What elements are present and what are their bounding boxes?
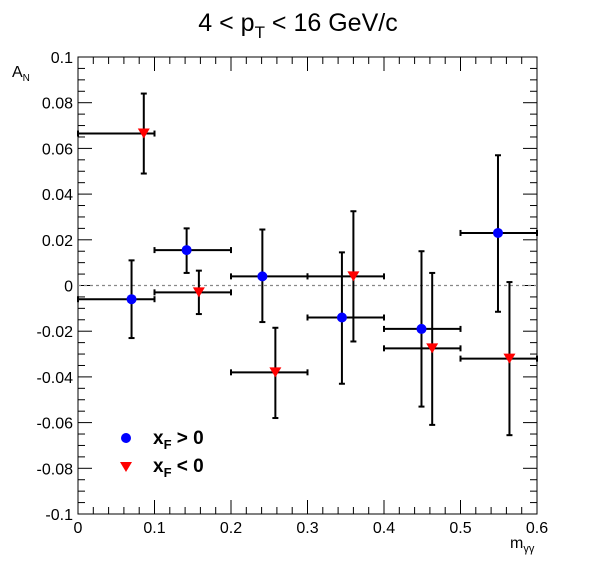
y-tick-label: -0.02 (37, 324, 74, 341)
point-marker (137, 128, 150, 139)
x-tick-label: 0 (74, 520, 83, 537)
x-axis-title-base: m (510, 535, 523, 552)
point-marker (347, 271, 360, 282)
y-tick-label: 0.08 (42, 96, 73, 113)
x-tick-label: 0.1 (143, 520, 165, 537)
point-marker (126, 294, 137, 305)
chart-title-rest: < 16 GeV/c (265, 9, 398, 37)
legend-label-xf-positive-rest: > 0 (172, 428, 204, 449)
legend-label-xf-positive-sub: F (164, 437, 172, 452)
y-tick-label: 0.02 (42, 233, 73, 250)
y-tick-label: 0.06 (42, 141, 73, 158)
y-axis-title-base: A (12, 64, 23, 81)
legend-marker-xf-negative (120, 462, 132, 472)
point-marker (181, 245, 192, 256)
point-marker (503, 353, 516, 364)
y-tick-label: -0.06 (37, 416, 74, 433)
x-tick-label: 0.3 (296, 520, 318, 537)
data-point (306, 251, 385, 385)
y-tick-label: 0.1 (51, 50, 73, 67)
data-series (77, 92, 538, 437)
legend-label-xf-negative: xF < 0 (153, 456, 204, 480)
x-tick-label: 0.5 (449, 520, 471, 537)
y-axis-title: AN (12, 64, 30, 84)
y-tick-label: -0.04 (37, 370, 74, 387)
x-tick-label: 0.6 (526, 520, 548, 537)
data-point (306, 210, 385, 343)
y-tick-label: -0.08 (37, 461, 74, 478)
x-axis-title: mγγ (510, 535, 535, 555)
legend: xF > 0 xF < 0 (120, 428, 204, 480)
data-point (459, 154, 538, 313)
legend-label-xf-negative-rest: < 0 (172, 456, 204, 477)
legend-marker-xf-positive (121, 433, 131, 443)
chart-title-sub: T (255, 23, 265, 42)
data-point (153, 227, 232, 274)
chart-title-base: 4 < p (198, 9, 254, 37)
chart-title: 4 < pT < 16 GeV/c (198, 9, 397, 42)
data-point (459, 281, 538, 437)
series-xf-positive (77, 154, 538, 408)
legend-label-xf-positive-base: x (153, 428, 164, 449)
legend-label-xf-positive: xF > 0 (153, 428, 204, 452)
point-marker (192, 287, 205, 298)
point-marker (269, 367, 282, 378)
x-tick-label: 0.2 (220, 520, 242, 537)
y-tick-label: -0.1 (45, 507, 73, 524)
legend-label-xf-negative-base: x (153, 456, 164, 477)
point-marker (492, 227, 503, 238)
point-marker (257, 271, 268, 282)
y-axis-title-sub: N (23, 73, 30, 84)
point-marker (426, 343, 439, 354)
data-point (230, 228, 309, 324)
data-point (77, 92, 156, 175)
point-marker (416, 323, 427, 334)
data-point (383, 271, 462, 426)
data-point (230, 326, 309, 420)
x-tick-label: 0.4 (373, 520, 395, 537)
point-marker (336, 312, 347, 323)
data-point (153, 269, 232, 316)
y-tick-label: 0.04 (42, 187, 73, 204)
legend-label-xf-negative-sub: F (164, 465, 172, 480)
data-point (383, 250, 462, 408)
x-axis-title-sub: γγ (523, 543, 535, 555)
axis-ticks: 0 0.1 0.2 0.3 0.4 0.5 0.6 -0.1 -0.08 -0.06 -0.04 -0… (37, 50, 549, 537)
y-tick-label: 0 (64, 279, 73, 296)
data-point (77, 259, 156, 340)
series-xf-negative (77, 92, 538, 437)
